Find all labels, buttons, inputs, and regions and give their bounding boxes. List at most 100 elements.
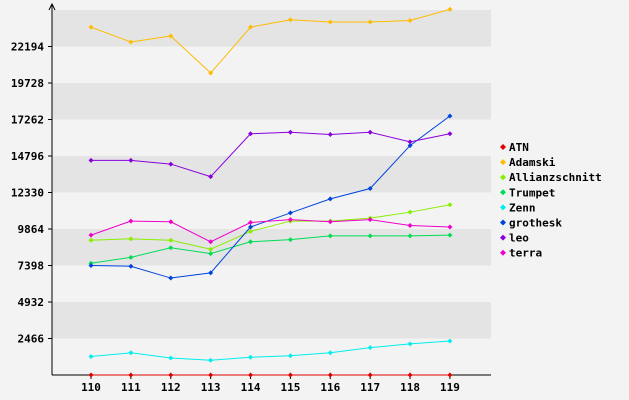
data-point-adamski [168, 33, 174, 39]
data-point-adamski [208, 70, 214, 76]
data-point-grothesk [168, 275, 174, 281]
data-point-trumpet [447, 232, 453, 238]
x-tick-label: 114 [241, 381, 261, 394]
y-tick-label: 7398 [18, 260, 45, 273]
x-tick-label: 110 [81, 381, 101, 394]
data-point-allianzschnitt [88, 237, 94, 243]
data-point-leo [447, 131, 453, 137]
legend-label-allianzschnitt: Allianzschnitt [509, 171, 602, 184]
legend: ATN Adamski Allianzschnitt Trumpet Zenn groth… [500, 141, 602, 260]
data-point-grothesk [287, 210, 293, 216]
data-point-terra [367, 217, 373, 223]
data-point-zenn [168, 355, 174, 361]
data-point-grothesk [248, 224, 254, 230]
data-point-terra [327, 219, 333, 225]
series-points [88, 6, 453, 378]
data-point-leo [407, 139, 413, 145]
data-point-grothesk [327, 196, 333, 202]
data-point-allianzschnitt [447, 202, 453, 208]
grid-band [52, 83, 491, 120]
data-point-terra [407, 223, 413, 229]
data-point-atn [327, 372, 333, 378]
data-point-leo [88, 157, 94, 163]
grid-band [52, 156, 491, 193]
data-point-zenn [367, 345, 373, 351]
legend-label-grothesk: grothesk [509, 217, 562, 230]
grid-band [52, 119, 491, 156]
data-point-grothesk [447, 113, 453, 119]
data-point-zenn [88, 353, 94, 359]
data-point-trumpet [168, 245, 174, 251]
data-point-atn [248, 372, 254, 378]
x-tick-label: 119 [440, 381, 460, 394]
data-point-trumpet [367, 233, 373, 239]
data-point-zenn [128, 350, 134, 356]
data-point-leo [287, 129, 293, 135]
x-tick-label: 115 [280, 381, 300, 394]
legend-label-terra: terra [509, 247, 542, 260]
data-point-adamski [447, 6, 453, 12]
data-point-atn [88, 372, 94, 378]
data-point-allianzschnitt [168, 237, 174, 243]
x-tick-label: 118 [400, 381, 420, 394]
data-point-adamski [327, 19, 333, 25]
data-point-leo [367, 129, 373, 135]
data-point-zenn [208, 357, 214, 363]
y-tick-label: 12330 [11, 187, 44, 200]
grid-band [52, 265, 491, 302]
x-tick-label: 117 [360, 381, 380, 394]
y-tick-label: 4932 [18, 296, 45, 309]
grid-band [52, 10, 491, 47]
data-point-atn [208, 372, 214, 378]
data-point-grothesk [407, 143, 413, 149]
plot-background [52, 10, 491, 375]
data-point-adamski [128, 39, 134, 45]
legend-marker-allianzschnitt [500, 174, 506, 181]
grid-band [52, 192, 491, 229]
y-tick-label: 17262 [11, 114, 44, 127]
series-line-adamski [90, 8, 451, 74]
x-axis-tick-labels: 110 111 112 113 114 115 116 117 118 119 [81, 381, 460, 394]
data-point-terra [287, 217, 293, 223]
series-line-terra [90, 219, 450, 243]
data-point-adamski [407, 18, 413, 24]
data-point-atn [447, 372, 453, 378]
series-line-zenn [90, 340, 450, 361]
series-line-allianzschnitt [90, 204, 451, 250]
data-point-terra [447, 224, 453, 230]
data-point-leo [327, 131, 333, 137]
data-point-leo [168, 161, 174, 167]
legend-marker-grothesk [500, 219, 506, 226]
legend-label-leo: leo [509, 232, 529, 245]
x-tick-label: 111 [121, 381, 141, 394]
data-point-zenn [447, 338, 453, 344]
data-point-zenn [327, 350, 333, 356]
data-point-trumpet [208, 251, 214, 257]
legend-marker-leo [500, 234, 506, 241]
data-point-adamski [367, 19, 373, 25]
data-point-allianzschnitt [407, 209, 413, 215]
data-point-trumpet [287, 237, 293, 243]
y-axis-arrow [48, 2, 56, 11]
legend-marker-trumpet [500, 189, 506, 196]
grid-band [52, 302, 491, 339]
data-point-terra [168, 219, 174, 225]
data-point-leo [128, 157, 134, 163]
data-point-adamski [287, 17, 293, 23]
data-point-grothesk [367, 186, 373, 192]
series-line-leo [91, 131, 451, 178]
data-point-adamski [248, 24, 254, 30]
data-point-trumpet [407, 233, 413, 239]
x-tick-label: 112 [161, 381, 181, 394]
legend-marker-zenn [500, 204, 506, 211]
data-point-zenn [407, 341, 413, 347]
data-point-zenn [287, 353, 293, 359]
data-point-atn [407, 372, 413, 378]
grid-band [52, 229, 491, 266]
legend-label-atn: ATN [509, 141, 529, 154]
data-point-terra [88, 232, 94, 238]
data-point-grothesk [88, 262, 94, 268]
data-point-allianzschnitt [248, 228, 254, 234]
data-point-allianzschnitt [128, 236, 134, 242]
